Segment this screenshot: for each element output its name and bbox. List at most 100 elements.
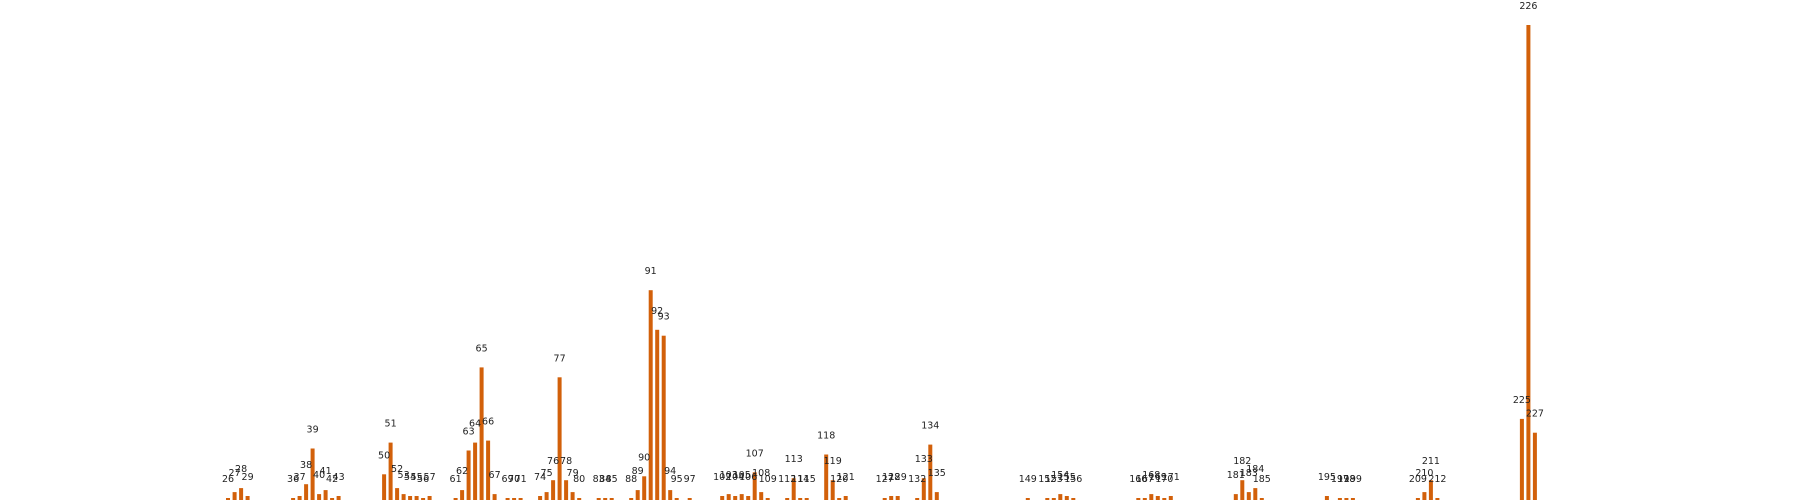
data-label-156: 156 xyxy=(1064,474,1082,485)
data-label-129: 129 xyxy=(889,472,907,483)
bar-129 xyxy=(895,496,900,500)
data-label-197: 197 xyxy=(1331,474,1349,485)
data-label-209: 209 xyxy=(1409,474,1427,485)
data-label-26: 26 xyxy=(222,474,234,485)
bar-95 xyxy=(674,498,679,500)
data-label-53: 53 xyxy=(398,470,410,481)
data-label-119: 119 xyxy=(824,456,842,467)
data-label-54: 54 xyxy=(404,472,416,483)
bar-113 xyxy=(791,478,796,500)
data-label-39: 39 xyxy=(307,425,319,436)
data-label-103: 103 xyxy=(720,470,738,481)
data-label-41: 41 xyxy=(320,466,332,477)
data-label-115: 115 xyxy=(798,474,816,485)
bar-195 xyxy=(1324,496,1329,500)
bar-41 xyxy=(323,490,328,500)
data-label-212: 212 xyxy=(1428,474,1446,485)
data-label-171: 171 xyxy=(1162,472,1180,483)
data-label-38: 38 xyxy=(300,460,312,471)
bar-group xyxy=(226,25,1537,500)
data-label-108: 108 xyxy=(752,468,770,479)
data-label-114: 114 xyxy=(791,474,809,485)
bar-39 xyxy=(310,448,315,500)
bar-121 xyxy=(843,496,848,500)
bar-64 xyxy=(473,442,478,500)
data-label-181: 181 xyxy=(1227,470,1245,481)
data-label-43: 43 xyxy=(333,472,345,483)
data-label-97: 97 xyxy=(684,474,696,485)
data-label-183: 183 xyxy=(1240,468,1258,479)
bar-198 xyxy=(1344,498,1349,500)
data-label-61: 61 xyxy=(450,474,462,485)
data-label-167: 167 xyxy=(1136,474,1154,485)
bar-156 xyxy=(1071,498,1076,500)
bar-226 xyxy=(1526,25,1531,500)
bar-108 xyxy=(759,492,764,500)
bar-27 xyxy=(232,492,237,500)
data-label-56: 56 xyxy=(417,474,429,485)
bar-115 xyxy=(804,498,809,500)
bar-85 xyxy=(609,498,614,500)
data-label-166: 166 xyxy=(1129,474,1147,485)
data-label-66: 66 xyxy=(482,417,494,428)
data-label-84: 84 xyxy=(599,474,611,485)
bar-84 xyxy=(603,498,608,500)
bar-169 xyxy=(1155,496,1160,500)
data-label-80: 80 xyxy=(573,474,585,485)
bar-56 xyxy=(421,498,426,500)
data-label-185: 185 xyxy=(1253,474,1271,485)
bar-127 xyxy=(882,498,887,500)
data-label-226: 226 xyxy=(1519,1,1537,12)
bar-71 xyxy=(518,498,523,500)
bar-182 xyxy=(1240,480,1245,500)
bar-119 xyxy=(830,480,835,500)
data-label-63: 63 xyxy=(463,427,475,438)
data-label-184: 184 xyxy=(1246,464,1264,475)
bar-209 xyxy=(1415,498,1420,500)
data-label-64: 64 xyxy=(469,419,481,430)
bar-67 xyxy=(492,494,497,500)
bar-78 xyxy=(564,480,569,500)
bar-107 xyxy=(752,472,757,500)
bar-168 xyxy=(1149,494,1154,500)
data-label-168: 168 xyxy=(1142,470,1160,481)
data-label-55: 55 xyxy=(411,472,423,483)
data-label-195: 195 xyxy=(1318,472,1336,483)
data-label-169: 169 xyxy=(1149,472,1167,483)
data-label-89: 89 xyxy=(632,466,644,477)
data-label-77: 77 xyxy=(554,353,566,364)
data-label-102: 102 xyxy=(713,472,731,483)
data-label-70: 70 xyxy=(508,474,520,485)
bar-42 xyxy=(330,498,335,500)
bar-106 xyxy=(746,496,751,500)
data-label-71: 71 xyxy=(515,474,527,485)
bar-89 xyxy=(635,490,640,500)
bar-197 xyxy=(1337,498,1342,500)
data-label-155: 155 xyxy=(1058,472,1076,483)
bar-90 xyxy=(642,476,647,500)
data-label-83: 83 xyxy=(593,474,605,485)
data-label-90: 90 xyxy=(638,452,650,463)
bar-53 xyxy=(401,494,406,500)
bar-102 xyxy=(720,496,725,500)
bar-118 xyxy=(824,454,829,500)
bar-199 xyxy=(1350,498,1355,500)
bar-103 xyxy=(726,494,731,500)
data-label-28: 28 xyxy=(235,464,247,475)
bar-120 xyxy=(837,498,842,500)
bar-133 xyxy=(921,478,926,500)
bar-93 xyxy=(661,335,666,500)
bar-79 xyxy=(570,492,575,500)
bar-105 xyxy=(739,494,744,500)
bar-75 xyxy=(544,492,549,500)
bar-76 xyxy=(551,480,556,500)
bar-94 xyxy=(668,490,673,500)
bar-109 xyxy=(765,498,770,500)
bar-40 xyxy=(317,494,322,500)
data-label-62: 62 xyxy=(456,466,468,477)
data-label-78: 78 xyxy=(560,456,572,467)
data-label-199: 199 xyxy=(1344,474,1362,485)
data-label-105: 105 xyxy=(733,470,751,481)
data-label-65: 65 xyxy=(476,343,488,354)
